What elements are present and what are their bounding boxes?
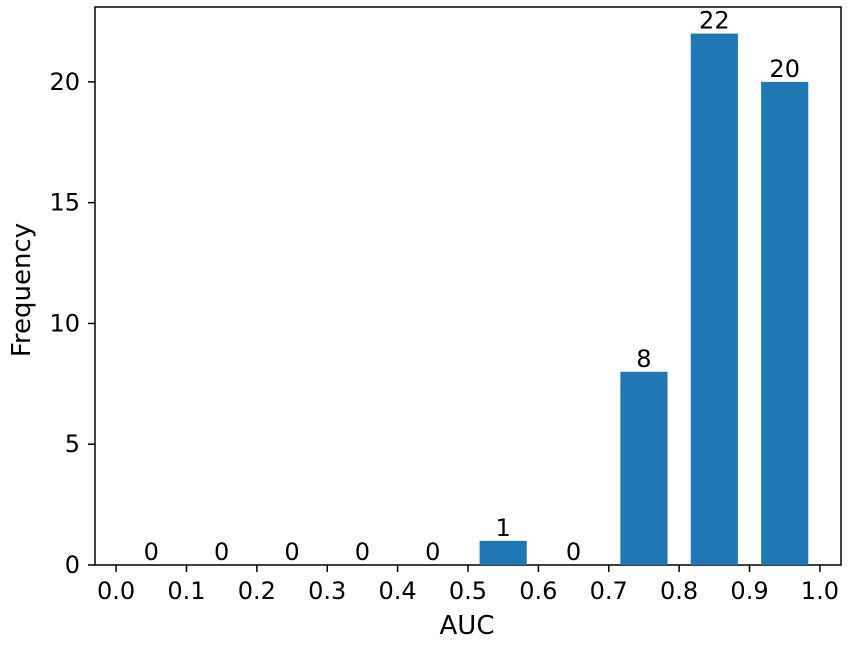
x-tick-label-3: 0.3	[308, 577, 346, 605]
x-tick-label-6: 0.6	[519, 577, 557, 605]
bar-value-label-2: 0	[284, 538, 299, 566]
histogram-bar-7	[620, 371, 668, 565]
bar-value-label-1: 0	[214, 538, 229, 566]
y-tick-label-4: 20	[49, 68, 80, 96]
bar-value-label-6: 0	[566, 538, 581, 566]
x-axis-label: AUC	[440, 611, 495, 641]
x-tick-label-2: 0.2	[238, 577, 276, 605]
histogram-bar-9	[761, 81, 809, 565]
y-tick-label-2: 10	[49, 309, 80, 337]
x-tick-label-10: 1.0	[801, 577, 839, 605]
x-tick-label-4: 0.4	[379, 577, 417, 605]
bar-value-label-9: 20	[769, 55, 800, 83]
bar-value-label-0: 0	[144, 538, 159, 566]
x-tick-label-1: 0.1	[167, 577, 205, 605]
x-tick-label-5: 0.5	[449, 577, 487, 605]
y-tick-label-3: 15	[49, 189, 80, 217]
y-tick-label-0: 0	[65, 551, 80, 579]
histogram-bar-5	[479, 540, 527, 565]
x-tick-label-9: 0.9	[730, 577, 768, 605]
bar-value-label-3: 0	[355, 538, 370, 566]
histogram-bar-8	[690, 33, 738, 566]
x-tick-label-8: 0.8	[660, 577, 698, 605]
y-tick-label-1: 5	[65, 430, 80, 458]
x-tick-label-7: 0.7	[590, 577, 628, 605]
bar-value-label-4: 0	[425, 538, 440, 566]
y-axis-label: Frequency	[7, 223, 37, 357]
bar-value-label-8: 22	[699, 7, 730, 35]
bar-value-label-7: 8	[636, 345, 651, 373]
x-tick-label-0: 0.0	[97, 577, 135, 605]
bar-value-label-5: 1	[496, 514, 511, 542]
